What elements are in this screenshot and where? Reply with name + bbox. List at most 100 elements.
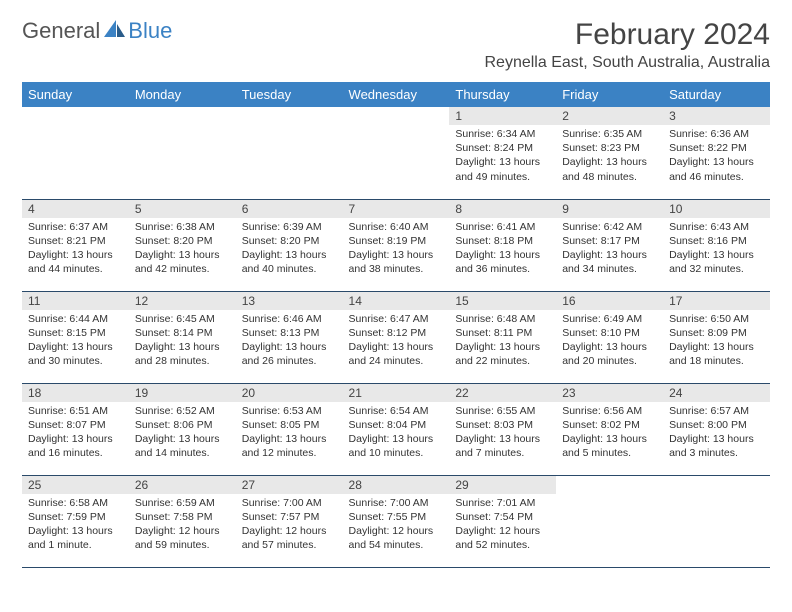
day-details: Sunrise: 6:38 AMSunset: 8:20 PMDaylight:… — [129, 218, 236, 281]
day-details: Sunrise: 6:53 AMSunset: 8:05 PMDaylight:… — [236, 402, 343, 465]
page-header: General Blue February 2024 Reynella East… — [22, 18, 770, 72]
sunrise-text: Sunrise: 6:46 AM — [242, 312, 337, 326]
day-number: 23 — [556, 384, 663, 402]
calendar-cell: 29Sunrise: 7:01 AMSunset: 7:54 PMDayligh… — [449, 475, 556, 567]
day-details: Sunrise: 6:57 AMSunset: 8:00 PMDaylight:… — [663, 402, 770, 465]
sunset-text: Sunset: 8:00 PM — [669, 418, 764, 432]
day-number: 5 — [129, 200, 236, 218]
daylight-text: Daylight: 13 hours and 34 minutes. — [562, 248, 657, 276]
daylight-text: Daylight: 12 hours and 59 minutes. — [135, 524, 230, 552]
day-details: Sunrise: 6:47 AMSunset: 8:12 PMDaylight:… — [343, 310, 450, 373]
day-details: Sunrise: 6:41 AMSunset: 8:18 PMDaylight:… — [449, 218, 556, 281]
weekday-header-row: Sunday Monday Tuesday Wednesday Thursday… — [22, 82, 770, 107]
day-number: 4 — [22, 200, 129, 218]
weekday-header: Tuesday — [236, 82, 343, 107]
calendar-body: 1Sunrise: 6:34 AMSunset: 8:24 PMDaylight… — [22, 107, 770, 567]
day-number: 18 — [22, 384, 129, 402]
day-number: 3 — [663, 107, 770, 125]
calendar-cell: 25Sunrise: 6:58 AMSunset: 7:59 PMDayligh… — [22, 475, 129, 567]
day-details: Sunrise: 6:35 AMSunset: 8:23 PMDaylight:… — [556, 125, 663, 188]
sunset-text: Sunset: 8:05 PM — [242, 418, 337, 432]
calendar-cell — [343, 107, 450, 199]
sunrise-text: Sunrise: 6:45 AM — [135, 312, 230, 326]
daylight-text: Daylight: 12 hours and 57 minutes. — [242, 524, 337, 552]
day-details: Sunrise: 6:58 AMSunset: 7:59 PMDaylight:… — [22, 494, 129, 557]
sunrise-text: Sunrise: 6:55 AM — [455, 404, 550, 418]
sunrise-text: Sunrise: 6:39 AM — [242, 220, 337, 234]
daylight-text: Daylight: 13 hours and 30 minutes. — [28, 340, 123, 368]
daylight-text: Daylight: 13 hours and 20 minutes. — [562, 340, 657, 368]
calendar-cell: 21Sunrise: 6:54 AMSunset: 8:04 PMDayligh… — [343, 383, 450, 475]
calendar-cell: 5Sunrise: 6:38 AMSunset: 8:20 PMDaylight… — [129, 199, 236, 291]
calendar-cell: 26Sunrise: 6:59 AMSunset: 7:58 PMDayligh… — [129, 475, 236, 567]
day-details: Sunrise: 6:42 AMSunset: 8:17 PMDaylight:… — [556, 218, 663, 281]
sunrise-text: Sunrise: 6:42 AM — [562, 220, 657, 234]
sunset-text: Sunset: 7:54 PM — [455, 510, 550, 524]
sunrise-text: Sunrise: 6:54 AM — [349, 404, 444, 418]
day-details: Sunrise: 6:37 AMSunset: 8:21 PMDaylight:… — [22, 218, 129, 281]
calendar-cell — [663, 475, 770, 567]
day-number — [556, 476, 663, 494]
weekday-header: Wednesday — [343, 82, 450, 107]
day-details: Sunrise: 6:40 AMSunset: 8:19 PMDaylight:… — [343, 218, 450, 281]
calendar-cell: 14Sunrise: 6:47 AMSunset: 8:12 PMDayligh… — [343, 291, 450, 383]
daylight-text: Daylight: 13 hours and 40 minutes. — [242, 248, 337, 276]
day-number: 14 — [343, 292, 450, 310]
calendar-cell: 7Sunrise: 6:40 AMSunset: 8:19 PMDaylight… — [343, 199, 450, 291]
calendar-page: General Blue February 2024 Reynella East… — [0, 0, 792, 586]
sunset-text: Sunset: 7:58 PM — [135, 510, 230, 524]
calendar-cell — [556, 475, 663, 567]
sunrise-text: Sunrise: 6:38 AM — [135, 220, 230, 234]
calendar-cell — [236, 107, 343, 199]
day-number: 7 — [343, 200, 450, 218]
sunrise-text: Sunrise: 6:59 AM — [135, 496, 230, 510]
sunset-text: Sunset: 8:13 PM — [242, 326, 337, 340]
daylight-text: Daylight: 13 hours and 10 minutes. — [349, 432, 444, 460]
sunset-text: Sunset: 8:22 PM — [669, 141, 764, 155]
calendar-cell: 12Sunrise: 6:45 AMSunset: 8:14 PMDayligh… — [129, 291, 236, 383]
calendar-cell — [129, 107, 236, 199]
day-number — [22, 107, 129, 125]
sunrise-text: Sunrise: 7:01 AM — [455, 496, 550, 510]
day-number: 13 — [236, 292, 343, 310]
sunset-text: Sunset: 8:12 PM — [349, 326, 444, 340]
title-block: February 2024 Reynella East, South Austr… — [485, 18, 771, 72]
logo: General Blue — [22, 18, 172, 44]
calendar-cell: 18Sunrise: 6:51 AMSunset: 8:07 PMDayligh… — [22, 383, 129, 475]
sunrise-text: Sunrise: 6:35 AM — [562, 127, 657, 141]
calendar-cell: 17Sunrise: 6:50 AMSunset: 8:09 PMDayligh… — [663, 291, 770, 383]
sunset-text: Sunset: 8:04 PM — [349, 418, 444, 432]
daylight-text: Daylight: 13 hours and 12 minutes. — [242, 432, 337, 460]
daylight-text: Daylight: 13 hours and 1 minute. — [28, 524, 123, 552]
day-details: Sunrise: 6:49 AMSunset: 8:10 PMDaylight:… — [556, 310, 663, 373]
day-number: 11 — [22, 292, 129, 310]
day-number: 19 — [129, 384, 236, 402]
day-number: 27 — [236, 476, 343, 494]
sunset-text: Sunset: 8:23 PM — [562, 141, 657, 155]
calendar-cell: 2Sunrise: 6:35 AMSunset: 8:23 PMDaylight… — [556, 107, 663, 199]
calendar-cell: 24Sunrise: 6:57 AMSunset: 8:00 PMDayligh… — [663, 383, 770, 475]
calendar-cell: 20Sunrise: 6:53 AMSunset: 8:05 PMDayligh… — [236, 383, 343, 475]
day-number: 25 — [22, 476, 129, 494]
sunset-text: Sunset: 8:03 PM — [455, 418, 550, 432]
calendar-cell: 4Sunrise: 6:37 AMSunset: 8:21 PMDaylight… — [22, 199, 129, 291]
sunset-text: Sunset: 8:02 PM — [562, 418, 657, 432]
calendar-cell: 6Sunrise: 6:39 AMSunset: 8:20 PMDaylight… — [236, 199, 343, 291]
day-number: 16 — [556, 292, 663, 310]
day-number: 17 — [663, 292, 770, 310]
day-details: Sunrise: 7:01 AMSunset: 7:54 PMDaylight:… — [449, 494, 556, 557]
calendar-cell: 19Sunrise: 6:52 AMSunset: 8:06 PMDayligh… — [129, 383, 236, 475]
daylight-text: Daylight: 13 hours and 42 minutes. — [135, 248, 230, 276]
sunrise-text: Sunrise: 6:34 AM — [455, 127, 550, 141]
calendar-cell: 23Sunrise: 6:56 AMSunset: 8:02 PMDayligh… — [556, 383, 663, 475]
sunset-text: Sunset: 8:14 PM — [135, 326, 230, 340]
calendar-cell: 27Sunrise: 7:00 AMSunset: 7:57 PMDayligh… — [236, 475, 343, 567]
calendar-cell: 3Sunrise: 6:36 AMSunset: 8:22 PMDaylight… — [663, 107, 770, 199]
day-number: 8 — [449, 200, 556, 218]
daylight-text: Daylight: 13 hours and 14 minutes. — [135, 432, 230, 460]
daylight-text: Daylight: 13 hours and 48 minutes. — [562, 155, 657, 183]
sunset-text: Sunset: 8:16 PM — [669, 234, 764, 248]
day-number: 22 — [449, 384, 556, 402]
day-number: 1 — [449, 107, 556, 125]
day-details: Sunrise: 6:39 AMSunset: 8:20 PMDaylight:… — [236, 218, 343, 281]
